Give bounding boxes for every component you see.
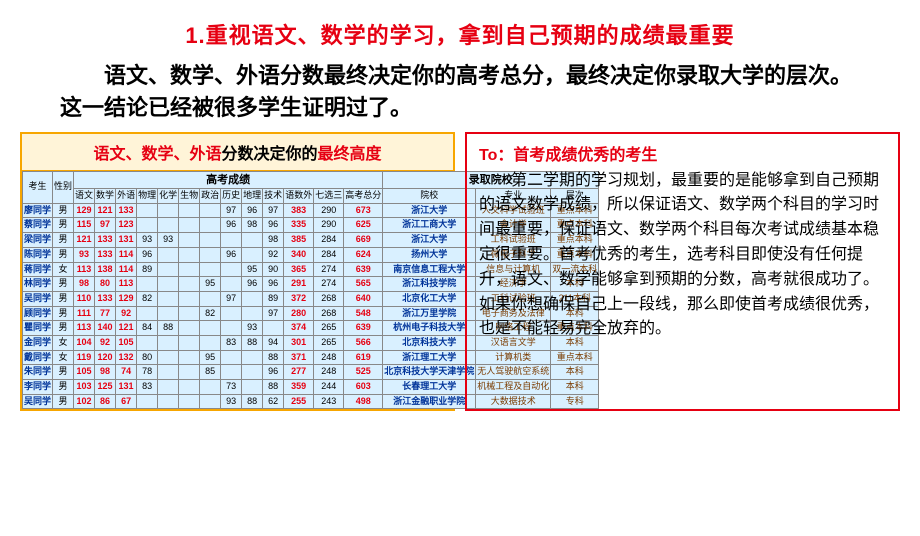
advice-box: To：首考成绩优秀的考生 第二学期的学习规划，最重要的是能够拿到自己预期的语文数… bbox=[465, 132, 900, 412]
table-banner: 语文、数学、外语分数决定你的最终高度 bbox=[22, 134, 453, 171]
banner-part1: 语文、数学、外语 bbox=[93, 146, 221, 163]
advice-title: To：首考成绩优秀的考生 bbox=[479, 144, 886, 169]
subtitle-text: 语文、数学、外语分数最终决定你的高考总分，最终决定你录取大学的层次。这一结论已经… bbox=[60, 60, 860, 124]
score-table-container: 语文、数学、外语分数决定你的最终高度 考生性别高考成绩录取院校语文数学外语物理化… bbox=[20, 132, 455, 412]
advice-body: 第二学期的学习规划，最重要的是能够拿到自己预期的语文数学成绩，所以保证语文、数学… bbox=[479, 169, 886, 343]
banner-part2: 分数决定你的 bbox=[221, 146, 317, 163]
content-row: 语文、数学、外语分数决定你的最终高度 考生性别高考成绩录取院校语文数学外语物理化… bbox=[0, 132, 920, 412]
subtitle-content: 语文、数学、外语分数最终决定你的高考总分，最终决定你录取大学的层次。这一结论已经… bbox=[60, 63, 852, 120]
main-title: 1.重视语文、数学的学习，拿到自己预期的成绩最重要 bbox=[0, 18, 920, 50]
banner-emph: 最终高度 bbox=[318, 146, 382, 163]
